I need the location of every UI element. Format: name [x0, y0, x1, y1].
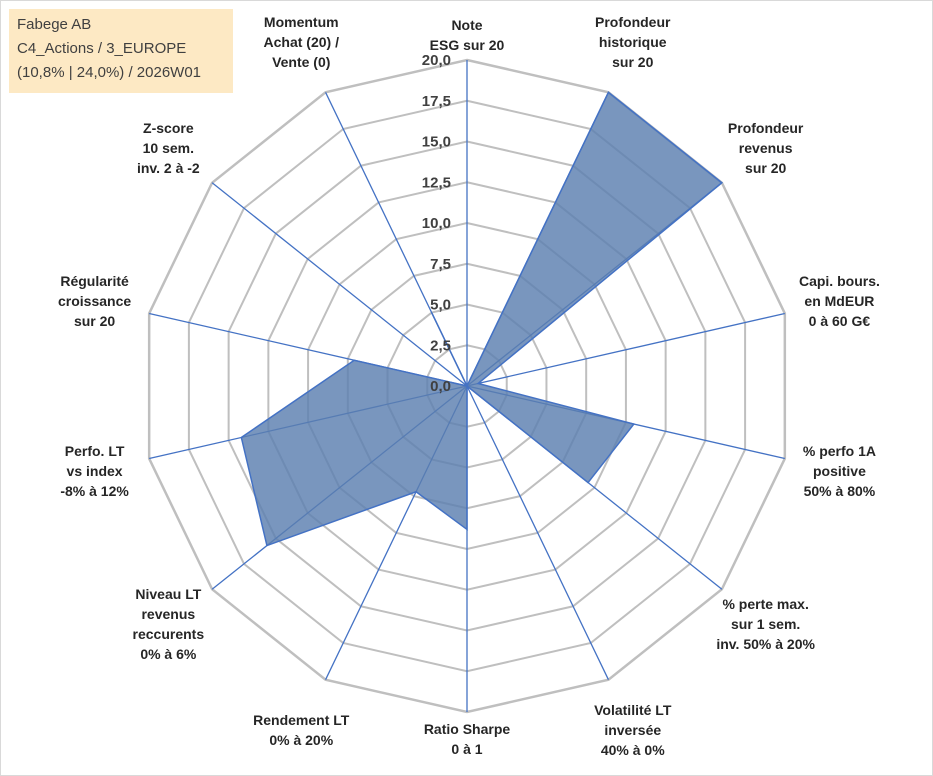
tick-label: 5,0: [430, 297, 451, 314]
info-range-week: (10,8% | 24,0%) / 2026W01: [17, 64, 201, 81]
tick-label: 2,5: [430, 337, 451, 354]
axis-label: Perfo. LT vs index -8% à 12%: [60, 443, 129, 499]
axis-spoke: [466, 312, 785, 387]
axis-labels: Note ESG sur 20 Profondeur historique sur 20…: [58, 14, 880, 758]
axis-spoke: [466, 385, 610, 680]
series-area: [240, 91, 724, 547]
axis-label: Rendement LT 0% à 20%: [253, 712, 350, 748]
tick-label: 17,5: [422, 93, 451, 110]
info-category: C4_Actions / 3_EUROPE: [17, 40, 187, 57]
tick-label: 0,0: [430, 378, 451, 395]
tick-label: 15,0: [422, 134, 451, 151]
axis-label: Note ESG sur 20: [430, 17, 505, 53]
tick-label: 12,5: [422, 174, 451, 191]
tick-label: 7,5: [430, 256, 451, 273]
axis-label: Régularité croissance sur 20: [58, 273, 131, 329]
radar-series: [240, 91, 724, 547]
tick-label: 20,0: [422, 52, 451, 69]
axis-label: Volatilité LT inversée 40% à 0%: [594, 702, 672, 758]
axis-label: Profondeur revenus sur 20: [728, 120, 804, 176]
axis-label: Capi. bours. en MdEUR 0 à 60 G€: [799, 273, 880, 329]
info-box: Fabege AB C4_Actions / 3_EUROPE (10,8% |…: [9, 9, 233, 93]
axis-label: Profondeur historique sur 20: [595, 14, 671, 70]
info-company-name: Fabege AB: [17, 16, 92, 33]
radial-tick-labels: 0,0 2,5 5,0 7,5 10,0 12,5 15,0 17,5 20,0: [422, 52, 451, 395]
axis-label: Momentum Achat (20) / Vente (0): [264, 14, 340, 70]
axis-label: Niveau LT revenus reccurents 0% à 6%: [133, 586, 205, 662]
axis-label: Ratio Sharpe 0 à 1: [424, 721, 511, 757]
axis-label: Z-score 10 sem. inv. 2 à -2: [137, 120, 200, 176]
axis-label: % perte max. sur 1 sem. inv. 50% à 20%: [716, 596, 815, 652]
axis-spoke: [211, 182, 468, 387]
axis-label: % perfo 1A positive 50% à 80%: [803, 443, 876, 499]
tick-label: 10,0: [422, 215, 451, 232]
